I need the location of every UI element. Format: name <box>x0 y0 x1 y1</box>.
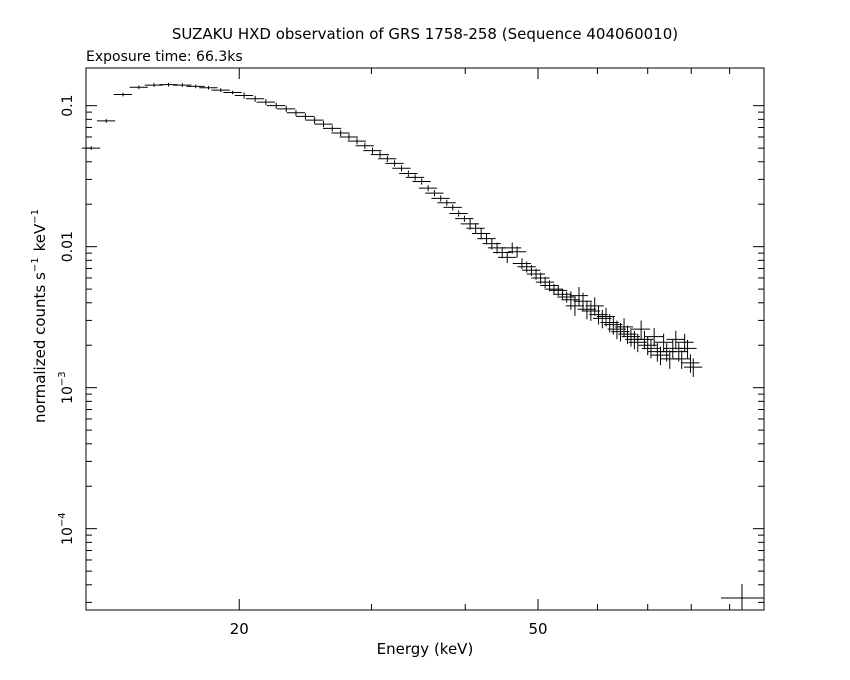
data-point <box>553 288 572 301</box>
data-point <box>96 119 116 123</box>
data-point <box>512 258 531 270</box>
data-point <box>631 320 651 340</box>
data-points <box>81 82 703 378</box>
data-point <box>660 350 679 369</box>
data-point <box>314 121 333 128</box>
data-point <box>296 113 315 120</box>
data-point <box>607 320 626 340</box>
data-point <box>507 246 527 258</box>
data-point <box>654 333 673 353</box>
data-point <box>418 185 438 192</box>
data-point <box>675 333 694 353</box>
data-point <box>644 328 664 347</box>
data-point <box>596 307 616 327</box>
data-point <box>266 102 286 109</box>
data-point <box>437 199 456 206</box>
data-point <box>585 297 604 316</box>
data-point <box>466 223 485 235</box>
data-point <box>305 117 324 124</box>
data-point <box>363 147 382 154</box>
y-axis-label: normalized counts s−1keV−1 <box>30 209 49 423</box>
data-point <box>234 92 254 99</box>
data-point <box>535 276 555 288</box>
data-point <box>678 339 697 359</box>
data-point <box>339 133 358 141</box>
data-point <box>405 174 425 181</box>
data-point <box>557 291 576 303</box>
y-axis-label-sup2: −1 <box>30 209 41 224</box>
data-point <box>355 142 374 149</box>
data-point <box>443 204 462 211</box>
axis-ticks <box>86 68 765 610</box>
data-point <box>477 233 496 245</box>
y-axis-label-main: normalized counts s <box>31 272 49 423</box>
data-point <box>322 125 342 132</box>
data-point <box>129 85 148 90</box>
data-point <box>370 151 390 158</box>
data-point <box>81 146 101 150</box>
y-tick-label: 0.01 <box>60 231 76 262</box>
data-point <box>593 309 612 329</box>
data-point <box>544 283 563 295</box>
data-point <box>589 306 608 325</box>
data-point <box>385 160 404 167</box>
y-tick-label: 10−4 <box>57 512 76 545</box>
data-point <box>399 170 418 177</box>
data-point <box>565 297 584 316</box>
data-point <box>245 95 265 102</box>
data-point <box>471 228 491 240</box>
data-point <box>666 330 685 350</box>
data-point <box>628 333 647 353</box>
data-point <box>331 130 350 137</box>
data-point <box>286 109 305 116</box>
data-point <box>256 99 275 106</box>
chart-title: SUZAKU HXD observation of GRS 1758-258 (… <box>172 25 678 43</box>
y-tick-label: 10−3 <box>57 371 76 404</box>
data-point <box>347 138 367 145</box>
data-point <box>392 165 411 172</box>
y-tick-label: 0.1 <box>60 95 76 117</box>
plot-frame <box>85 67 765 611</box>
data-point <box>569 287 589 306</box>
y-axis-label-unit: keV <box>31 223 49 251</box>
data-point <box>431 195 450 202</box>
data-point <box>211 88 230 92</box>
data-point <box>425 190 444 197</box>
data-point <box>681 354 700 373</box>
data-point <box>621 328 640 347</box>
x-tick-label: 20 <box>230 620 249 638</box>
x-tick-label: 50 <box>528 620 547 638</box>
data-point <box>577 300 596 320</box>
data-point <box>113 92 132 97</box>
data-point <box>611 323 630 342</box>
data-point <box>412 178 431 185</box>
data-point <box>199 85 218 90</box>
data-point <box>672 350 691 369</box>
data-point <box>173 83 192 87</box>
x-axis-label: Energy (keV) <box>377 640 474 658</box>
data-point <box>223 90 242 95</box>
data-point <box>455 215 474 222</box>
data-point <box>378 155 397 162</box>
representative-error-marker <box>721 584 764 610</box>
data-point <box>186 84 205 89</box>
data-point <box>618 325 637 345</box>
y-axis-label-sup1: −1 <box>30 257 41 272</box>
data-point <box>449 210 468 217</box>
data-point <box>573 292 593 312</box>
data-point <box>497 252 517 264</box>
tick-labels: 20 50 0.1 0.01 10−3 10−4 <box>57 95 548 638</box>
data-point <box>492 247 512 259</box>
data-point <box>276 105 296 112</box>
data-point <box>561 291 580 310</box>
chart-subtitle: Exposure time: 66.3ks <box>86 49 243 65</box>
data-point <box>635 330 654 350</box>
data-point <box>684 358 703 378</box>
